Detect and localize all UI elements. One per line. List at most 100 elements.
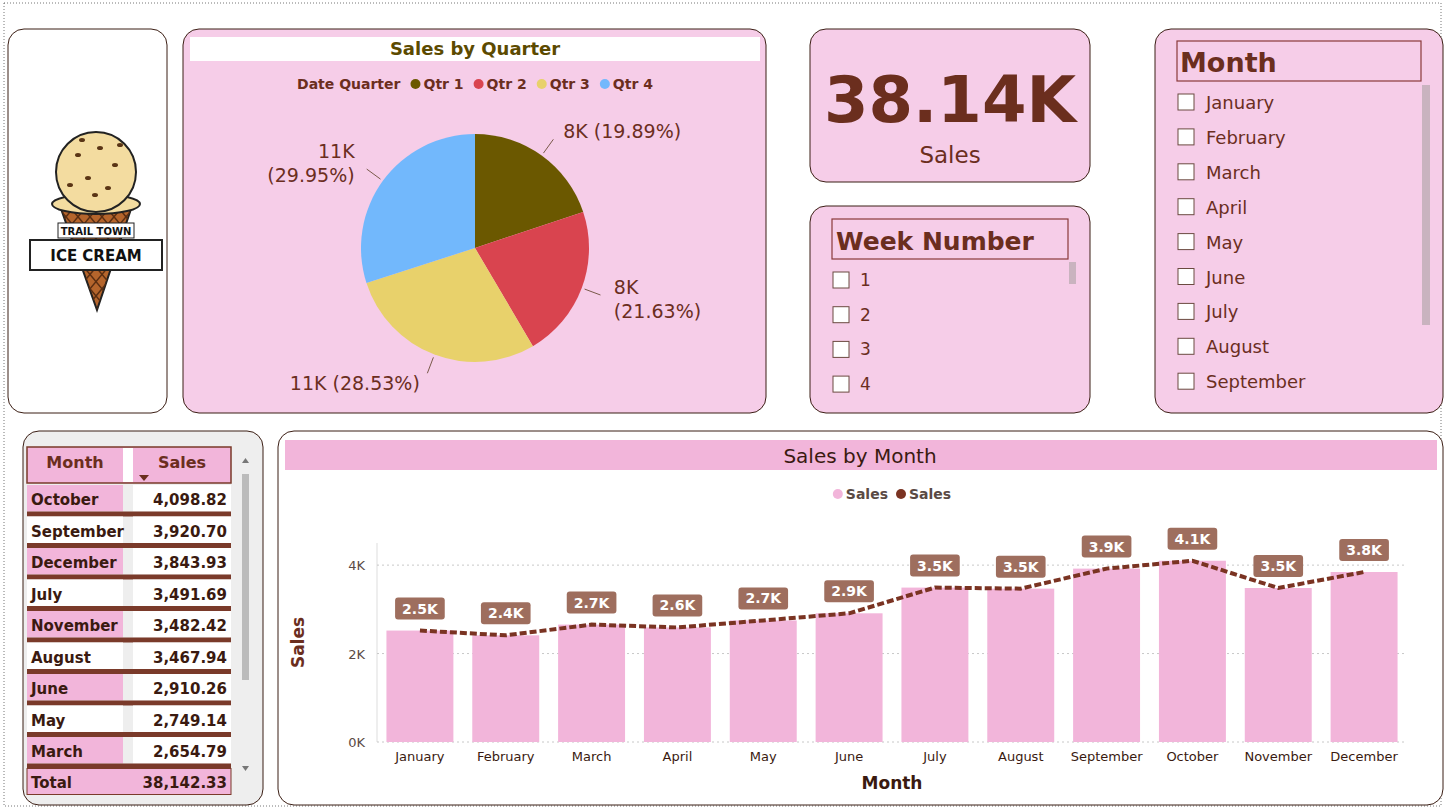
y-axis-title: Sales <box>288 617 308 668</box>
month-item[interactable]: June <box>1205 267 1245 288</box>
x-tick-label: June <box>834 749 863 764</box>
data-label-text: 2.6K <box>660 597 697 613</box>
scoop-speck <box>112 163 118 167</box>
week-checkbox[interactable] <box>833 376 849 392</box>
table-panel <box>23 431 263 805</box>
leader-line <box>367 169 381 179</box>
week-checkbox[interactable] <box>833 307 849 323</box>
data-label-bg <box>1082 536 1132 558</box>
legend-marker <box>896 489 906 499</box>
table-text: June <box>30 680 68 698</box>
bar <box>730 620 797 742</box>
table-cell <box>133 611 231 638</box>
data-label: 2.5K <box>395 598 445 620</box>
month-item[interactable]: August <box>1206 336 1269 357</box>
month-item[interactable]: January <box>1205 92 1275 113</box>
table-cell <box>133 737 231 764</box>
week-item[interactable]: 4 <box>860 374 871 394</box>
pie-slice <box>361 134 475 283</box>
bar <box>386 631 453 742</box>
sort-arrow <box>139 475 149 481</box>
month-checkbox[interactable] <box>1178 94 1194 110</box>
scoop-speck <box>75 153 81 157</box>
data-label-text: 2.9K <box>831 583 868 599</box>
month-item[interactable]: July <box>1205 301 1239 322</box>
data-label-bg <box>910 555 960 577</box>
logo-panel <box>8 29 167 413</box>
month-checkbox[interactable] <box>1178 199 1194 215</box>
pie-title: Sales by Quarter <box>390 38 560 59</box>
month-checkbox[interactable] <box>1178 164 1194 180</box>
pie-data-label-line: 11K <box>318 140 355 162</box>
data-label-bg <box>738 587 788 609</box>
table-cell <box>27 485 123 512</box>
week-item[interactable]: 3 <box>860 339 871 359</box>
data-label-text: 3.5K <box>917 558 954 574</box>
week-title-box <box>832 219 1068 259</box>
table-cell <box>133 674 231 701</box>
data-label-bg <box>824 580 874 602</box>
pie-title-bg <box>190 37 760 61</box>
table-cell <box>27 737 123 764</box>
x-tick-label: July <box>922 749 947 764</box>
data-label-text: 2.7K <box>574 595 611 611</box>
table-cell <box>133 485 231 512</box>
pie-data-label-line: 8K <box>614 276 639 298</box>
data-label-text: 3.9K <box>1089 539 1126 555</box>
week-item[interactable]: 2 <box>860 305 871 325</box>
hatch-line <box>0 200 20 320</box>
bar <box>1159 561 1226 742</box>
bar <box>1073 569 1140 742</box>
table-cell <box>27 548 123 575</box>
combo-title-bg <box>285 440 1437 470</box>
table-row-rule <box>27 638 231 643</box>
x-tick-label: November <box>1244 749 1312 764</box>
hatch-line <box>0 200 20 320</box>
data-label: 2.9K <box>824 580 874 602</box>
month-item[interactable]: September <box>1206 371 1306 392</box>
week-item[interactable]: 1 <box>860 270 871 290</box>
hatch-line <box>0 200 32 320</box>
x-tick-label: October <box>1166 749 1219 764</box>
data-label-text: 2.4K <box>488 605 525 621</box>
month-checkbox[interactable] <box>1178 373 1194 389</box>
month-checkbox[interactable] <box>1178 303 1194 319</box>
month-item[interactable]: May <box>1206 232 1244 253</box>
scroll-up <box>242 458 249 463</box>
x-tick-label: January <box>394 749 445 764</box>
legend-title: Date Quarter <box>297 76 401 92</box>
scoop-speck <box>117 143 123 147</box>
month-title: Month <box>1180 47 1277 78</box>
table-cell <box>27 643 123 670</box>
table-cell <box>27 611 123 638</box>
data-label-bg <box>653 594 703 616</box>
month-checkbox[interactable] <box>1178 234 1194 250</box>
month-item[interactable]: April <box>1206 197 1247 218</box>
week-checkbox[interactable] <box>833 272 849 288</box>
data-label: 3.9K <box>1082 536 1132 558</box>
table-cell <box>27 674 123 701</box>
pie-data-label-line: (21.63%) <box>614 300 701 322</box>
table-text: September <box>31 523 125 541</box>
month-item[interactable]: February <box>1206 127 1286 148</box>
data-label-bg <box>481 602 531 624</box>
month-checkbox[interactable] <box>1178 338 1194 354</box>
week-checkbox[interactable] <box>833 341 849 357</box>
grid-line <box>377 565 1407 566</box>
bar <box>1245 588 1312 742</box>
x-tick-label: March <box>572 749 612 764</box>
month-checkbox[interactable] <box>1178 269 1194 285</box>
bar <box>1331 572 1398 742</box>
bar <box>816 613 883 742</box>
table-header: Month <box>46 453 103 472</box>
table-text: 3,467.94 <box>153 649 227 667</box>
table-header-bg <box>27 447 231 483</box>
scroll-down <box>242 766 249 771</box>
month-checkbox[interactable] <box>1178 129 1194 145</box>
week-panel <box>810 206 1090 413</box>
month-panel <box>1155 29 1443 413</box>
month-item[interactable]: March <box>1206 162 1261 183</box>
data-label-text: 3.5K <box>1003 559 1040 575</box>
table-row-rule <box>27 543 231 548</box>
legend-label: Qtr 3 <box>550 76 590 92</box>
